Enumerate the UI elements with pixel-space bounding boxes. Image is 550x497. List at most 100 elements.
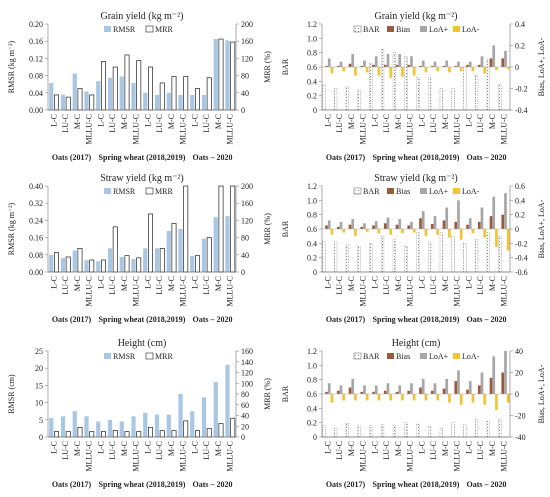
x-tick-label: M-C: [214, 276, 223, 291]
bar-loa-plus: [386, 54, 390, 67]
bar-bar: [439, 88, 443, 111]
y2-tick-label: -40: [515, 433, 526, 442]
x-tick-label: LU-C: [382, 276, 391, 295]
legend-swatch: [145, 352, 154, 360]
y2-tick-label: 160: [241, 37, 253, 46]
y-tick-label: 0.4: [307, 404, 317, 413]
y-tick-label: 0.6: [307, 63, 317, 72]
bar-bias: [442, 220, 446, 229]
bar-bias: [430, 223, 434, 229]
y2-tick-label: 0.2: [515, 42, 525, 51]
y2-tick-label: 120: [241, 216, 253, 225]
x-tick-label: LU-C: [335, 114, 344, 133]
x-tick-label: LU-C: [429, 276, 438, 295]
legend-swatch: [453, 353, 460, 359]
bar-bias: [454, 381, 458, 394]
bar-bar: [357, 425, 361, 438]
x-tick-label: L-C: [417, 276, 426, 289]
y2-tick-label: 160: [241, 347, 253, 356]
y2-tick-label: 100: [241, 379, 253, 388]
bar-mrr: [183, 420, 189, 438]
group-label: Oats (2017): [52, 315, 92, 324]
group-label: Oats (2017): [326, 153, 366, 162]
bar-loa-minus: [495, 229, 498, 247]
bar-loa-plus: [363, 223, 366, 229]
x-tick-label: M-C: [347, 441, 356, 456]
bar-loa-plus: [421, 378, 425, 394]
legend-label: MRR: [155, 25, 173, 34]
bar-loa-minus: [365, 67, 369, 73]
bar-mrr: [89, 431, 95, 438]
bar-rmsr: [131, 259, 136, 272]
bar-mrr: [77, 426, 83, 438]
bar-bias: [419, 387, 422, 394]
bar-loa-plus: [351, 218, 355, 229]
bar-rmsr: [143, 92, 148, 110]
bar-bias: [395, 391, 399, 394]
x-tick-label: L-C: [190, 441, 199, 454]
bar-bias: [454, 65, 458, 67]
x-tick-label: LU-C: [335, 441, 344, 460]
x-tick-label: L-C: [49, 441, 58, 454]
bar-loa-plus: [504, 351, 507, 394]
bar-loa-plus: [480, 56, 484, 67]
x-tick-label: MLLU-C: [406, 441, 415, 472]
bar-loa-plus: [410, 221, 413, 229]
bar-loa-plus: [398, 385, 402, 394]
bar-rmsr: [49, 82, 54, 110]
bar-rmsr: [84, 260, 89, 272]
bar-bias: [466, 389, 469, 394]
bar-loa-minus: [424, 229, 428, 237]
y-tick-label: 0.00: [29, 268, 43, 277]
x-tick-label: LU-C: [382, 114, 391, 133]
x-tick-label: LU-C: [108, 114, 117, 133]
y2-tick-label: 80: [241, 390, 249, 399]
bar-mrr: [54, 94, 59, 111]
y-axis-title: RMSR (kg m⁻²): [7, 40, 16, 93]
bar-mrr: [148, 66, 153, 111]
bar-bar: [369, 63, 373, 111]
x-tick-label: L-C: [49, 276, 58, 289]
group-label: Oats – 2020: [467, 153, 507, 162]
bar-bias: [383, 390, 387, 394]
bar-loa-plus: [445, 207, 449, 229]
x-tick-label: M-C: [394, 441, 403, 456]
bar-bar: [369, 243, 373, 273]
bar-mrr: [65, 256, 71, 273]
bar-rmsr: [154, 248, 160, 272]
bar-rmsr: [84, 91, 89, 110]
y-tick-label: 0.32: [29, 199, 43, 208]
legend-swatch: [104, 188, 111, 194]
legend: RMSR MRR: [104, 187, 173, 196]
y2-tick-label: -20: [515, 412, 526, 421]
chart-title: Grain yield (kg m⁻²): [375, 11, 458, 22]
bar-loa-minus: [330, 394, 334, 403]
bar-bias: [501, 372, 505, 394]
y-tick-label: 0.4: [307, 239, 317, 248]
y-tick-label: 0.04: [29, 89, 43, 98]
y-tick-label: 1.0: [307, 196, 317, 205]
legend-label: RMSR: [113, 187, 136, 196]
bar-loa-minus: [506, 394, 510, 403]
bar-mrr: [195, 255, 200, 273]
bar-mrr: [124, 431, 130, 438]
bar-bar: [474, 239, 479, 273]
bar-bias: [383, 223, 387, 229]
x-tick-label: L-C: [323, 114, 332, 127]
legend-swatch: [353, 25, 362, 33]
x-tick-label: MLLU-C: [85, 114, 94, 145]
x-tick-label: L-C: [323, 276, 332, 289]
bar-rmsr: [225, 216, 230, 272]
bar-loa-minus: [342, 229, 346, 233]
legend-swatch: [104, 26, 111, 32]
y2-tick-label: 40: [241, 412, 249, 421]
group-label: Spring wheat (2018,2019): [99, 480, 186, 489]
x-tick-label: M-C: [441, 114, 450, 129]
x-tick-label: LU-C: [202, 276, 211, 295]
x-tick-label: MLLU-C: [179, 441, 188, 472]
bar-rmsr: [143, 248, 148, 272]
y-tick-label: 1.0: [307, 34, 317, 43]
bar-bias: [477, 221, 481, 229]
bar-loa-minus: [342, 394, 346, 401]
bar-mrr: [195, 88, 200, 111]
